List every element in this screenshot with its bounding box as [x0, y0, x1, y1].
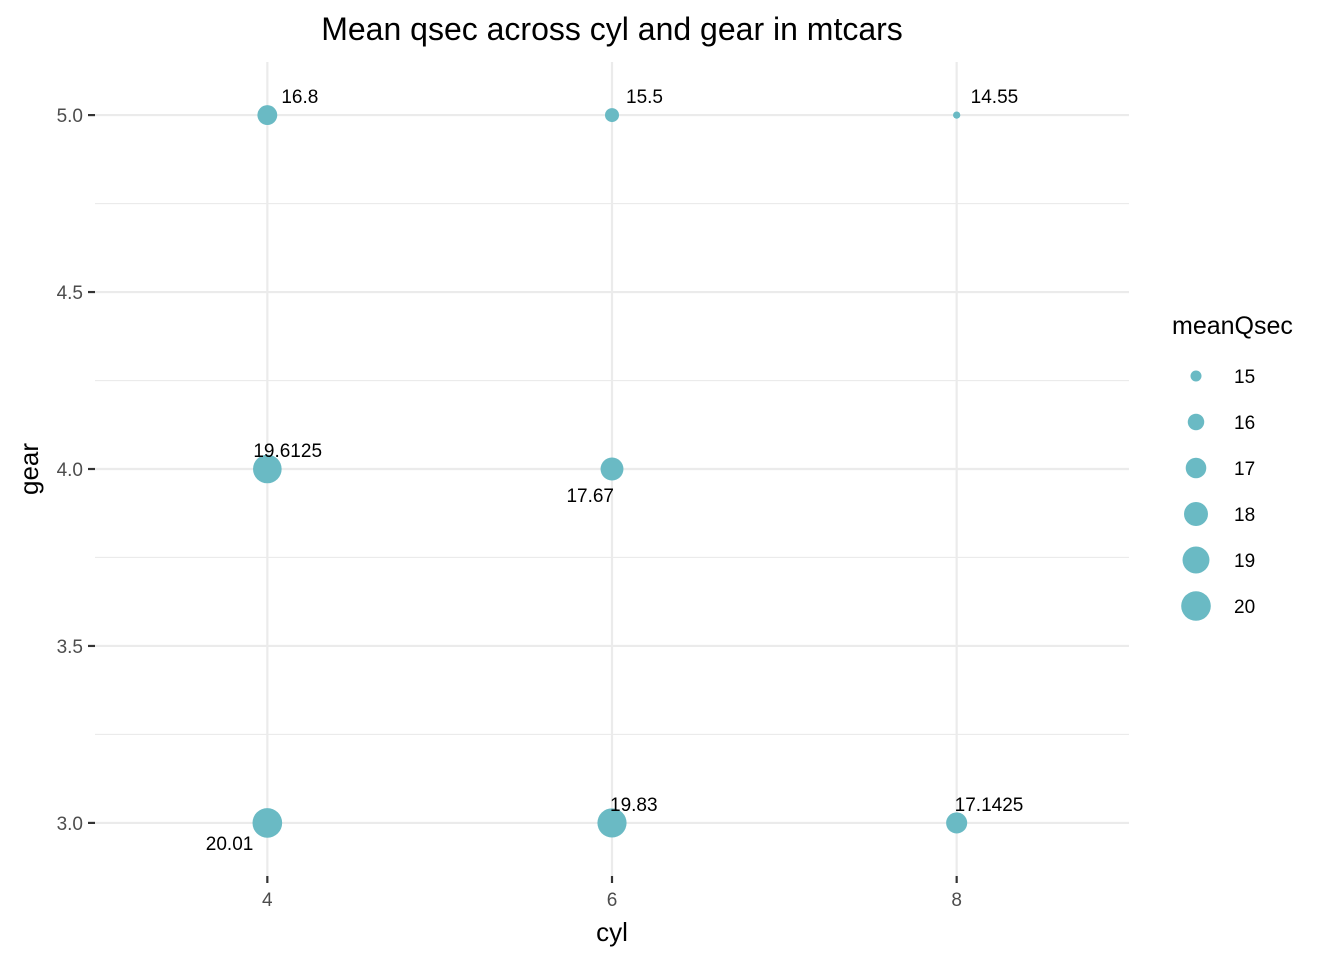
- data-label: 17.67: [566, 486, 614, 507]
- legend-label: 18: [1234, 505, 1255, 526]
- y-tick-label: 5.0: [57, 106, 83, 127]
- legend-title: meanQsec: [1172, 312, 1293, 340]
- data-point: [253, 454, 282, 484]
- data-label: 20.01: [206, 834, 254, 855]
- data-label: 14.55: [971, 87, 1019, 108]
- data-point: [600, 457, 624, 481]
- chart-title: Mean qsec across cyl and gear in mtcars: [321, 11, 903, 47]
- y-tick-label: 3.0: [57, 814, 83, 835]
- legend-key: [1185, 457, 1207, 479]
- legend-label: 19: [1234, 551, 1255, 572]
- data-label: 16.8: [281, 87, 318, 108]
- data-point: [252, 808, 283, 838]
- legend-key: [1182, 546, 1210, 574]
- x-tick-label: 8: [951, 890, 962, 911]
- legend-label: 15: [1234, 367, 1255, 388]
- y-axis: 3.0 3.5 4.0 4.5 5.0: [57, 106, 95, 835]
- legend-label: 16: [1234, 413, 1255, 434]
- legend-label: 20: [1234, 597, 1255, 618]
- data-point: [257, 105, 278, 126]
- y-tick-label: 4.5: [57, 283, 83, 304]
- y-tick-label: 3.5: [57, 637, 83, 658]
- x-tick-label: 4: [262, 890, 273, 911]
- data-point: [946, 812, 968, 834]
- data-label: 19.6125: [253, 441, 322, 462]
- x-axis-title: cyl: [596, 917, 628, 947]
- data-point: [953, 111, 961, 119]
- data-label: 17.1425: [955, 795, 1024, 816]
- data-point: [604, 108, 620, 123]
- y-axis-title: gear: [14, 443, 44, 495]
- x-axis: 4 6 8: [262, 876, 962, 911]
- x-tick-label: 6: [607, 890, 618, 911]
- data-point: [597, 808, 627, 838]
- data-label: 15.5: [626, 87, 663, 108]
- legend-label: 17: [1234, 459, 1255, 480]
- y-tick-label: 4.0: [57, 460, 83, 481]
- data-label: 19.83: [610, 795, 658, 816]
- legend-key: [1190, 370, 1202, 382]
- data-points: 16.8 15.5 14.55 19.6125 17.67 20.01 19.83 17.14…: [206, 87, 1024, 855]
- legend: meanQsec 15 16 17 18 19 20: [1172, 312, 1293, 621]
- legend-key: [1181, 591, 1211, 621]
- legend-key: [1187, 413, 1205, 431]
- legend-key: [1184, 502, 1208, 526]
